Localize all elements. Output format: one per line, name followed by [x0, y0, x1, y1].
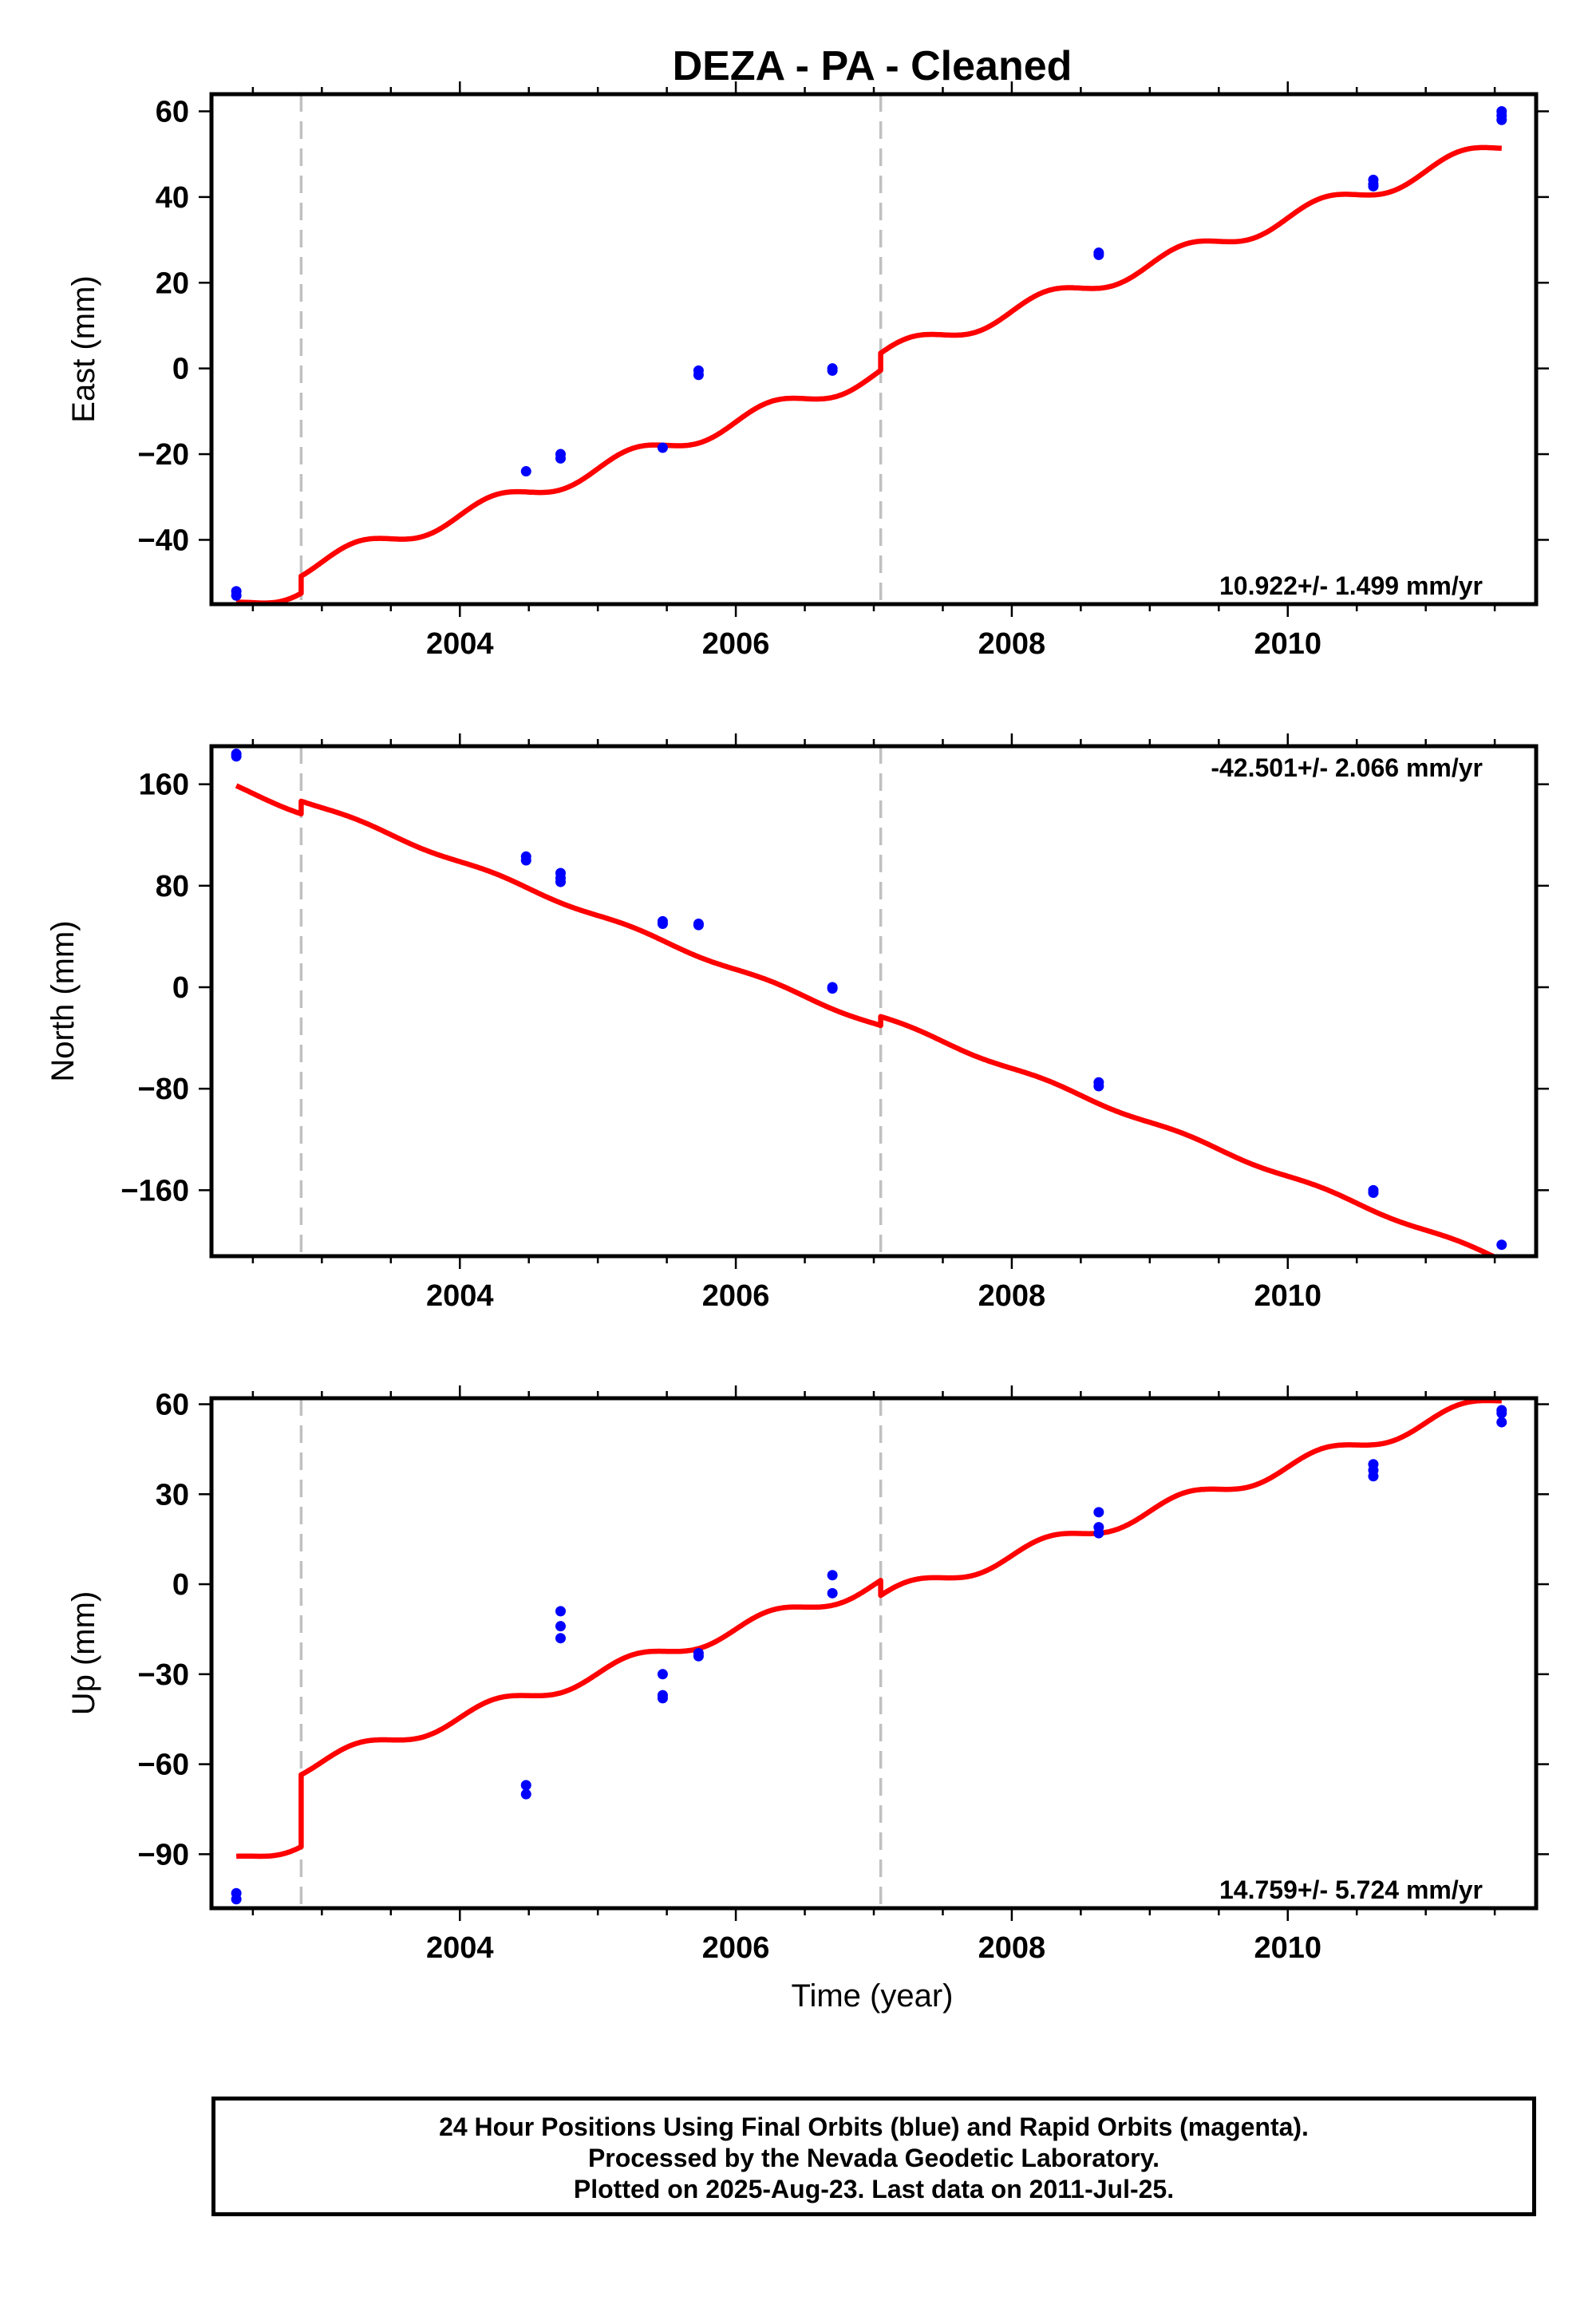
up-data-point [827, 1570, 838, 1581]
north-x-tick-label: 2008 [978, 1279, 1046, 1313]
footer-line-2: Processed by the Nevada Geodetic Laborat… [587, 2144, 1160, 2172]
north-data-point [555, 876, 566, 887]
up-data-point [1496, 1408, 1507, 1419]
east-y-tick-label: −40 [138, 524, 189, 557]
up-x-tick-label: 2008 [978, 1931, 1046, 1965]
east-data-point [555, 453, 566, 464]
north-data-point [231, 751, 242, 762]
north-y-tick-label: 160 [139, 769, 189, 802]
up-x-tick-label: 2010 [1254, 1931, 1321, 1965]
north-y-tick-label: −80 [138, 1073, 189, 1106]
north-data-point [1496, 1239, 1507, 1251]
east-x-tick-label: 2006 [702, 627, 770, 661]
up-data-point [1496, 1417, 1507, 1428]
up-data-point [657, 1693, 668, 1704]
north-x-tick-label: 2010 [1254, 1279, 1321, 1313]
up-model-fit-line [235, 1398, 1503, 1860]
east-data-point [1496, 114, 1507, 125]
north-y-axis-label: North (mm) [45, 920, 81, 1081]
up-x-tick-label: 2006 [702, 1931, 770, 1965]
north-data-point [657, 919, 668, 930]
east-y-axis-label: East (mm) [66, 275, 101, 422]
up-y-axis-label: Up (mm) [66, 1591, 101, 1716]
north-plot-frame [209, 744, 1539, 1259]
north-rate-label: -42.501+/- 2.066 mm/yr [1211, 753, 1483, 782]
east-y-tick-label: 40 [156, 181, 189, 215]
up-panel: 2004 2006 2008 2010 60 30 0 −30 −60 −90 Up (mm) 14.… [66, 1385, 1549, 1965]
north-model-fit-line [235, 783, 1499, 1256]
up-y-tick-label: −30 [138, 1658, 189, 1692]
x-axis-label: Time (year) [792, 1978, 954, 2014]
north-data-point [693, 919, 704, 931]
east-plot-frame [209, 92, 1539, 607]
east-y-tick-label: 60 [156, 95, 189, 128]
north-x-tick-label: 2006 [702, 1279, 770, 1313]
east-data-point [231, 590, 242, 601]
north-y-tick-label: 80 [156, 870, 189, 903]
north-y-tick-label: 0 [172, 971, 189, 1005]
up-y-tick-label: 60 [156, 1389, 189, 1422]
east-y-tick-label: −20 [138, 438, 189, 472]
north-data-point [1093, 1081, 1104, 1092]
chart-title: DEZA - PA - Cleaned [673, 43, 1073, 89]
up-data-point [520, 1788, 531, 1800]
up-data-point [520, 1780, 531, 1791]
north-y-tick-label: −160 [120, 1174, 189, 1207]
east-data-point [693, 370, 704, 381]
up-y-tick-label: −90 [138, 1838, 189, 1871]
up-plot-frame [209, 1396, 1539, 1911]
north-data-point [520, 855, 531, 866]
footer-box: 24 Hour Positions Using Final Orbits (bl… [211, 2097, 1536, 2216]
up-data-point [1093, 1507, 1104, 1518]
up-y-tick-label: −60 [138, 1749, 189, 1782]
east-model-fit-line [235, 144, 1503, 604]
east-data-point [1093, 249, 1104, 260]
east-rate-label: 10.922+/- 1.499 mm/yr [1219, 571, 1483, 600]
up-data-point [1093, 1528, 1104, 1539]
east-x-tick-label: 2004 [426, 627, 494, 661]
east-y-tick-label: 0 [172, 353, 189, 386]
up-data-point [657, 1669, 668, 1680]
up-rate-label: 14.759+/- 5.724 mm/yr [1219, 1875, 1483, 1904]
up-data-point [1368, 1471, 1379, 1482]
footer-line-3: Plotted on 2025-Aug-23. Last data on 201… [573, 2175, 1175, 2203]
east-x-tick-label: 2010 [1254, 627, 1321, 661]
east-panel: 2004 2006 2008 2010 60 40 20 0 −20 −40 East (mm) 10… [66, 81, 1549, 661]
east-x-tick-label: 2008 [978, 627, 1046, 661]
up-data-point [555, 1633, 566, 1644]
up-data-point [827, 1587, 838, 1599]
up-data-point [555, 1606, 566, 1617]
east-data-point [657, 442, 668, 453]
up-y-tick-label: 30 [156, 1478, 189, 1512]
north-panel: 2004 2006 2008 2010 160 80 0 −80 −160 North (mm) -… [45, 733, 1549, 1313]
east-data-point [827, 365, 838, 376]
up-data-point [555, 1621, 566, 1632]
up-data-point [693, 1650, 704, 1662]
north-data-point [1368, 1188, 1379, 1199]
east-data-point [1368, 180, 1379, 192]
up-x-tick-label: 2004 [426, 1931, 494, 1965]
east-y-tick-label: 20 [156, 267, 189, 300]
footer-line-1: 24 Hour Positions Using Final Orbits (bl… [439, 2112, 1309, 2141]
up-y-tick-label: 0 [172, 1568, 189, 1602]
north-x-tick-label: 2004 [426, 1279, 494, 1313]
up-data-point [231, 1894, 242, 1905]
east-data-point [520, 466, 531, 477]
north-data-point [827, 983, 838, 994]
